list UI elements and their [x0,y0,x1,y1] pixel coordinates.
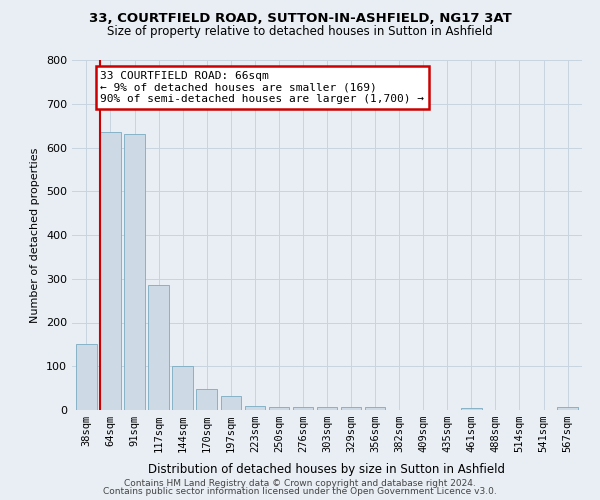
Bar [461,408,482,410]
Bar [100,132,121,410]
Text: Size of property relative to detached houses in Sutton in Ashfield: Size of property relative to detached ho… [107,25,493,38]
Text: 33, COURTFIELD ROAD, SUTTON-IN-ASHFIELD, NG17 3AT: 33, COURTFIELD ROAD, SUTTON-IN-ASHFIELD,… [89,12,511,26]
Text: Contains HM Land Registry data © Crown copyright and database right 2024.: Contains HM Land Registry data © Crown c… [124,478,476,488]
Bar [148,286,169,410]
Bar [76,344,97,410]
Text: 33 COURTFIELD ROAD: 66sqm
← 9% of detached houses are smaller (169)
90% of semi-: 33 COURTFIELD ROAD: 66sqm ← 9% of detach… [100,71,424,104]
Bar [172,366,193,410]
Text: Contains public sector information licensed under the Open Government Licence v3: Contains public sector information licen… [103,487,497,496]
Bar [269,406,289,410]
Bar [196,389,217,410]
Bar [245,406,265,410]
Bar [293,406,313,410]
Bar [317,406,337,410]
Bar [221,396,241,410]
Bar [365,406,385,410]
X-axis label: Distribution of detached houses by size in Sutton in Ashfield: Distribution of detached houses by size … [149,464,505,476]
Bar [124,134,145,410]
Bar [341,406,361,410]
Y-axis label: Number of detached properties: Number of detached properties [31,148,40,322]
Bar [557,406,578,410]
